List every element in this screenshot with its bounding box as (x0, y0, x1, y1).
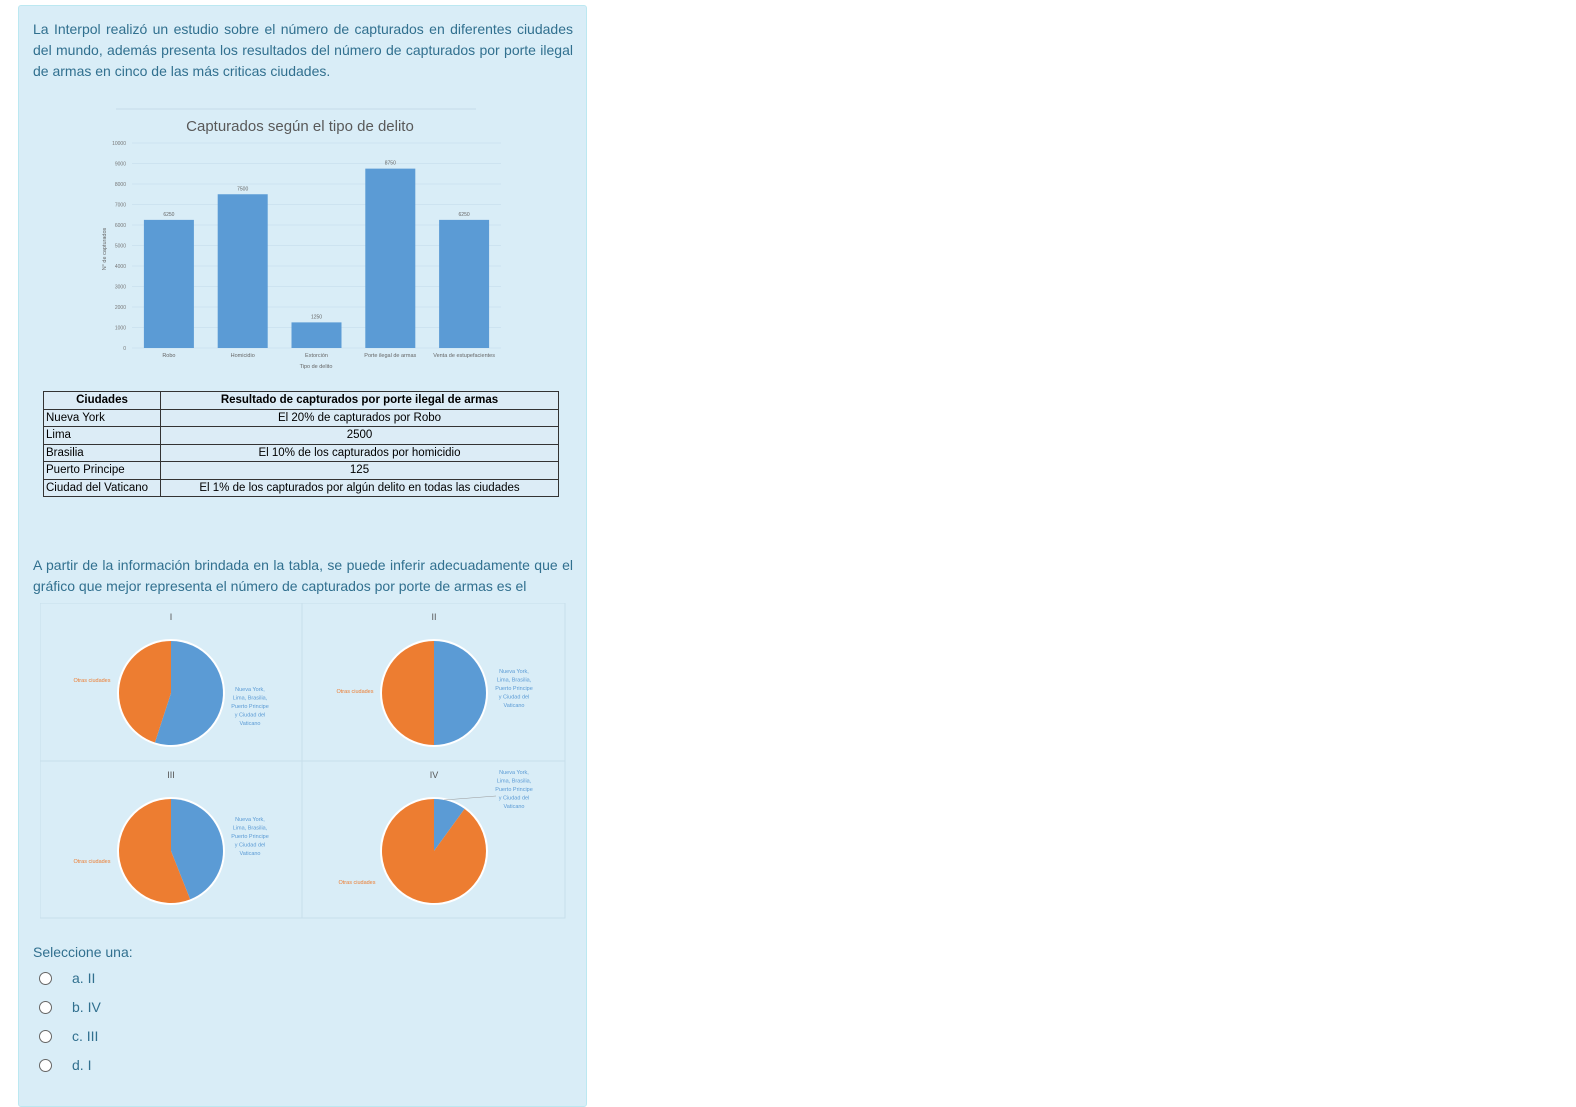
pie-title: I (170, 612, 173, 622)
table-row: Ciudad del Vaticano El 1% de los capturad… (43, 478, 559, 497)
result-cell: 2500 (160, 426, 559, 445)
option-label: d. I (72, 1057, 92, 1073)
bar-chart: Capturados según el tipo de delito 0 1000 2… (102, 108, 501, 370)
result-cell: El 20% de capturados por Robo (160, 408, 559, 427)
pie-title: IV (430, 770, 439, 780)
data-label: 6250 (459, 212, 470, 218)
data-label: 7500 (237, 186, 248, 192)
pie-slice (171, 799, 224, 900)
y-tick-label: 0 (123, 346, 126, 352)
x-tick-label: Porte ilegal de armas (364, 353, 416, 359)
pie-slice (118, 641, 171, 743)
y-tick-label: 9000 (115, 162, 126, 168)
city-cell: Lima (43, 426, 161, 445)
pie-label-cities: Nueva York, Lima, Brasilia, Puerto Princip… (231, 817, 269, 857)
city-cell: Brasilia (43, 443, 161, 462)
table-header: Ciudades (43, 391, 161, 410)
table-row: Puerto Principe 125 (43, 461, 559, 480)
pie-label-others: Otras ciudades (74, 859, 111, 865)
bar (217, 194, 268, 348)
y-tick-label: 8000 (115, 182, 126, 188)
result-cell: El 10% de los capturados por homicidio (160, 443, 559, 462)
x-axis-label: Tipo de delito (300, 364, 333, 370)
y-tick-label: 3000 (115, 285, 126, 291)
option-label: a. II (72, 970, 96, 986)
chart-title: Capturados según el tipo de delito (186, 118, 414, 135)
bar (143, 219, 194, 348)
option-label: b. IV (72, 999, 101, 1015)
y-tick-label: 2000 (115, 305, 126, 311)
radio-button[interactable] (39, 1001, 52, 1014)
question-panel: La Interpol realizó un estudio sobre el … (18, 5, 587, 1107)
pie-label-cities: Nueva York, Lima, Brasilia, Puerto Princip… (231, 687, 269, 727)
question-text: A partir de la información brindada en l… (33, 557, 573, 594)
city-cell: Puerto Principe (43, 461, 161, 480)
table-row: Nueva York El 20% de capturados por Robo (43, 408, 559, 427)
pie-slice (434, 799, 465, 851)
pie-label-cities: Nueva York, Lima, Brasilia, Puerto Princip… (495, 669, 533, 709)
x-tick-label: Venta de estupefacientes (433, 353, 495, 359)
select-label: Seleccione una: (33, 944, 133, 960)
bar (291, 322, 342, 348)
pie-label-others: Otras ciudades (74, 678, 111, 684)
pie-slice (119, 799, 191, 903)
radio-button[interactable] (39, 1030, 52, 1043)
pie-label-others: Otras ciudades (339, 880, 376, 886)
result-cell: El 1% de los capturados por algún delito… (160, 478, 559, 497)
data-label: 8750 (385, 161, 396, 167)
pie-label-others: Otras ciudades (337, 689, 374, 695)
y-tick-label: 10000 (112, 141, 126, 147)
data-label: 1250 (311, 314, 322, 320)
intro-text: La Interpol realizó un estudio sobre el … (33, 21, 573, 79)
table-header: Resultado de capturados por porte ilegal… (160, 391, 559, 410)
bar (365, 168, 416, 348)
y-tick-label: 7000 (115, 203, 126, 209)
pie-slice (381, 799, 486, 903)
pie-slice (154, 641, 223, 745)
table-row: Brasilia El 10% de los capturados por hom… (43, 443, 559, 462)
x-tick-label: Robo (162, 353, 175, 359)
y-tick-label: 4000 (115, 264, 126, 270)
results-table: Ciudades Resultado de capturados por port… (43, 391, 559, 497)
y-tick-label: 5000 (115, 244, 126, 250)
city-cell: Nueva York (43, 408, 161, 427)
pie-charts-grid: I Nueva York, Lima, Brasilia, Puerto Princi… (40, 603, 566, 919)
table-row: Lima 2500 (43, 426, 559, 445)
result-cell: 125 (160, 461, 559, 480)
x-tick-label: Extorción (305, 353, 328, 359)
leader-line (443, 795, 497, 801)
bar (439, 219, 490, 348)
radio-button[interactable] (39, 1059, 52, 1072)
y-tick-label: 1000 (115, 326, 126, 332)
option-label: c. III (72, 1028, 99, 1044)
pie-slice (434, 641, 486, 745)
pie-title: III (167, 770, 175, 780)
y-axis-label: N° de capturados (102, 227, 108, 270)
y-tick-label: 6000 (115, 223, 126, 229)
x-tick-label: Homicidio (231, 353, 255, 359)
pie-title: II (431, 612, 436, 622)
data-label: 6250 (163, 212, 174, 218)
city-cell: Ciudad del Vaticano (43, 478, 161, 497)
radio-button[interactable] (39, 972, 52, 985)
pie-slice (382, 641, 434, 745)
pie-label-cities: Nueva York, Lima, Brasilia, Puerto Princip… (495, 770, 533, 810)
